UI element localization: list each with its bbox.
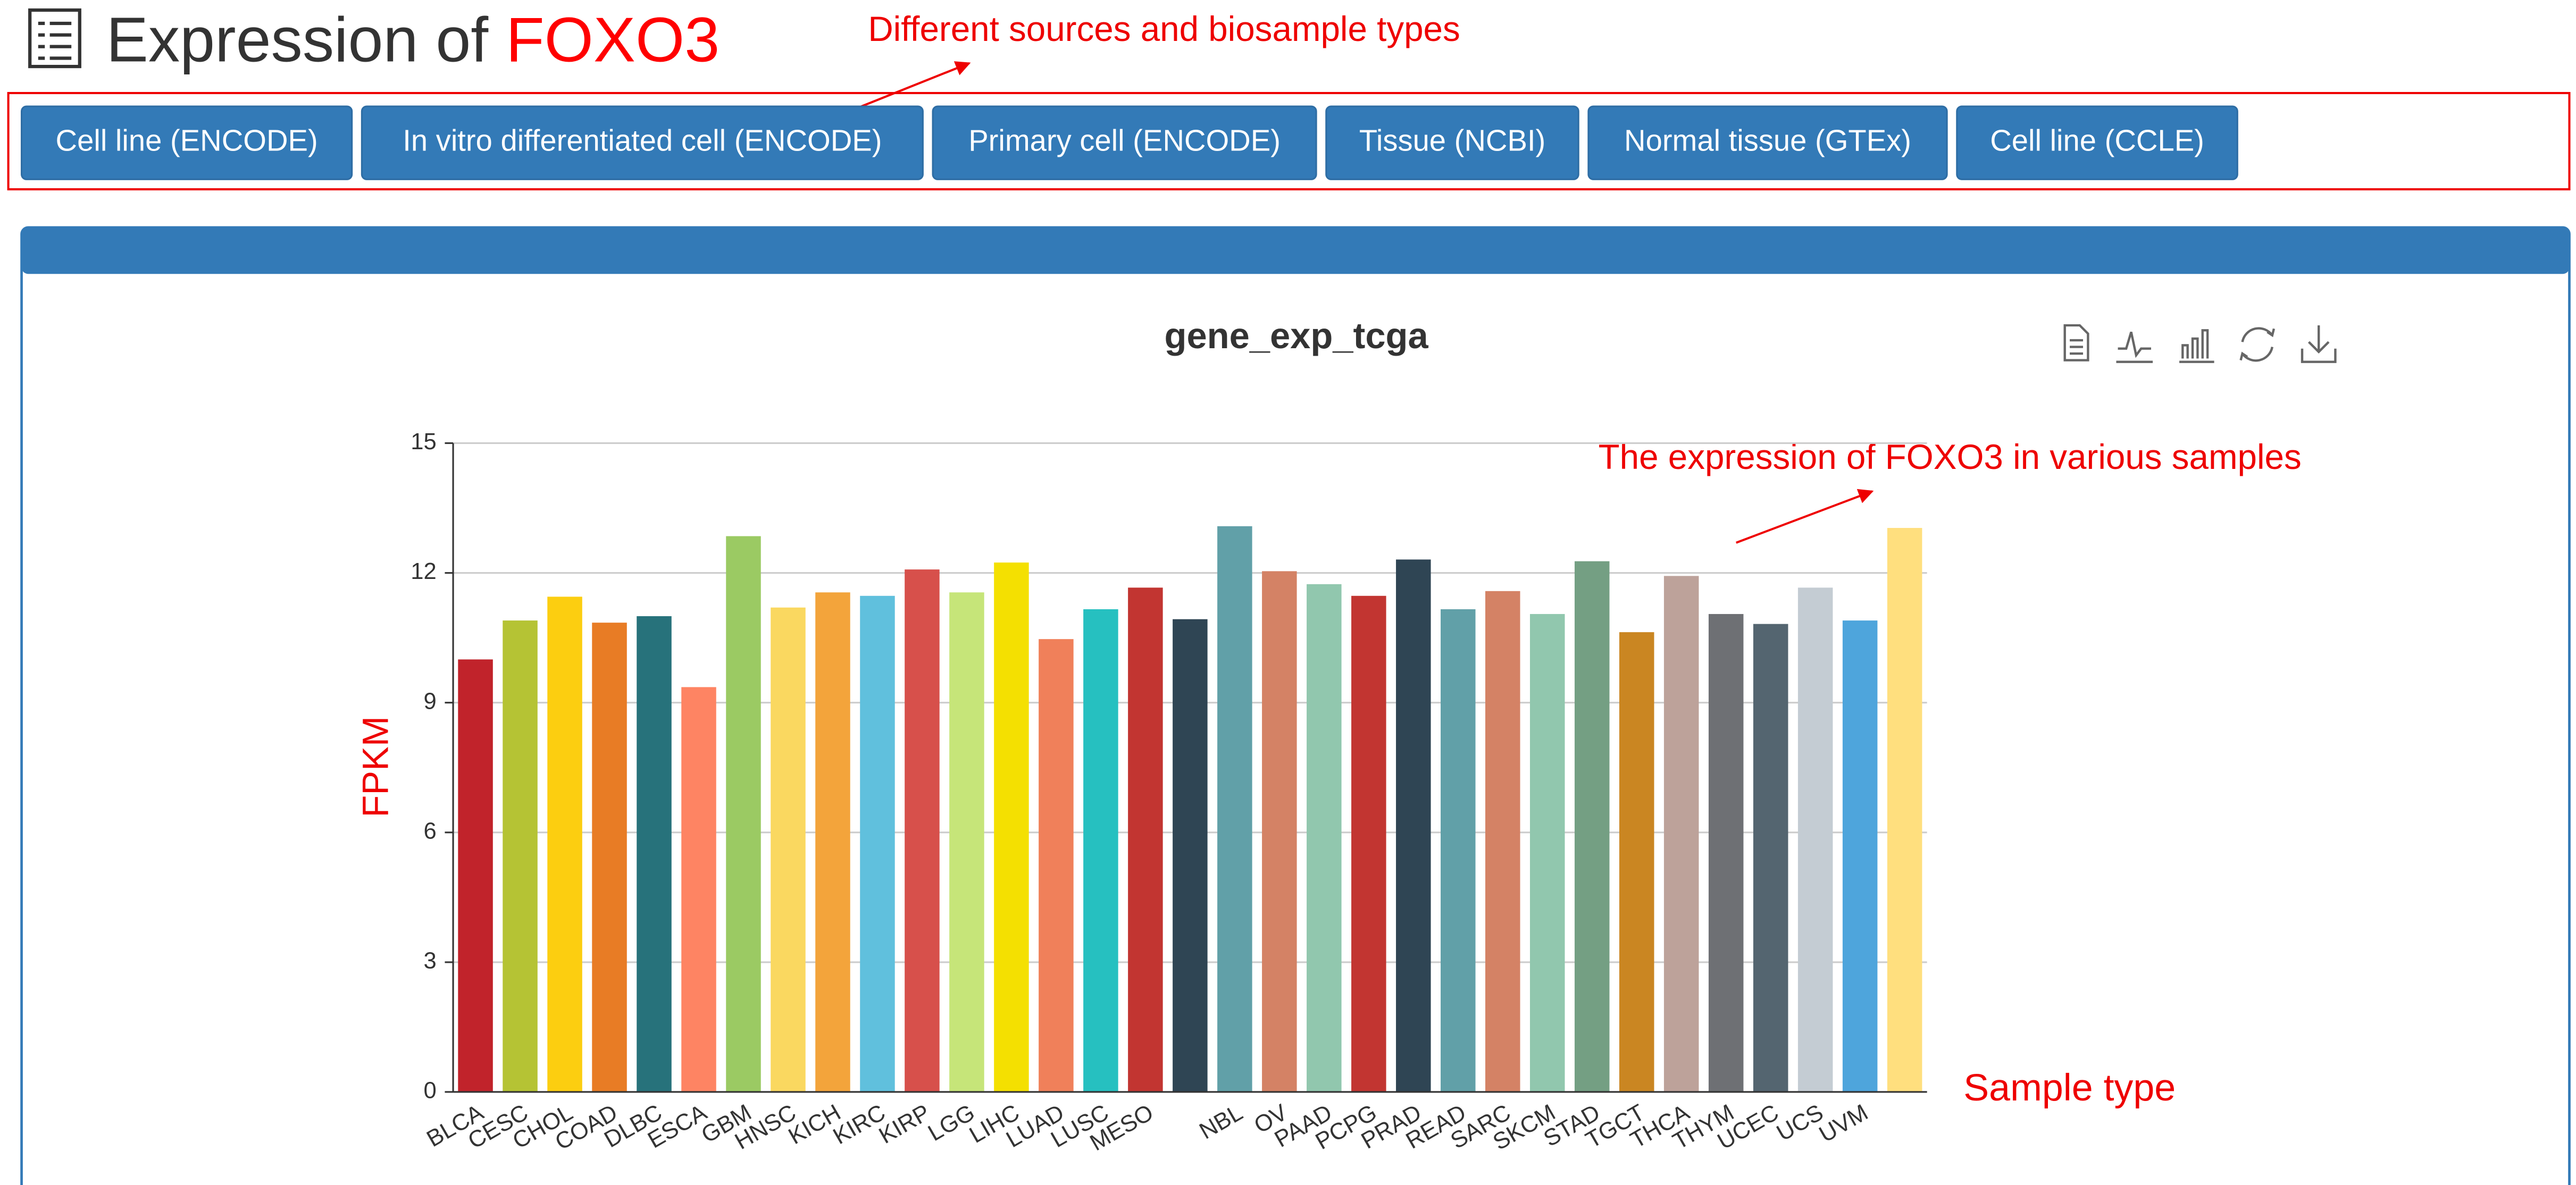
y-tick-label: 3 [424,947,437,973]
gene-name: FOXO3 [506,5,720,75]
y-tick-label: 9 [424,688,437,714]
plot: 03691215BLCACESCCHOLCOADDLBCESCAGBMHNSCK… [411,428,1927,1156]
annotation: The expression of FOXO3 in various sampl… [1599,438,2302,476]
button-label[interactable]: In vitro differentiated cell (ENCODE) [403,124,882,157]
bar [860,595,895,1092]
button-label[interactable]: Cell line (ENCODE) [56,124,318,157]
bar [681,687,716,1092]
bar [1217,526,1252,1092]
bar-icon[interactable] [2179,329,2214,363]
bar [503,620,538,1092]
bar [1173,619,1208,1092]
button-bg[interactable] [1325,105,1579,180]
bar [1351,595,1386,1092]
y-tick-label: 6 [424,818,437,844]
bar [994,562,1029,1092]
button-label[interactable]: Normal tissue (GTEx) [1624,124,1911,157]
tab-button[interactable]: Primary cell (ENCODE) [932,105,1317,180]
bar [1619,632,1654,1092]
bar [1083,609,1118,1092]
bar [1128,587,1163,1092]
chart-title: gene_exp_tcga [1165,315,1429,356]
bar [1797,587,1833,1092]
bar [1529,613,1565,1092]
bar [547,596,582,1092]
tab-button[interactable]: Cell line (CCLE) [1956,105,2238,180]
tab-button[interactable]: Normal tissue (GTEx) [1587,105,1948,180]
button-bg[interactable] [1956,105,2238,180]
page-title: Expression of FOXO3 [106,5,720,75]
button-bar: Cell line (ENCODE) In vitro differentiate… [21,105,2238,180]
button-label[interactable]: Primary cell (ENCODE) [968,124,1281,157]
button-label[interactable]: Cell line (CCLE) [1990,124,2204,157]
button-label[interactable]: Tissue (NCBI) [1359,124,1546,157]
y-tick-label: 12 [411,558,437,584]
bar [1753,624,1788,1092]
y-tick-label: 0 [424,1078,437,1104]
panel-header [21,227,2570,274]
x-axis-label: Sample type [1963,1066,2176,1109]
bar [1842,620,1878,1092]
tab-button[interactable]: In vitro differentiated cell (ENCODE) [361,105,924,180]
button-bg[interactable] [21,105,353,180]
button-bg[interactable] [361,105,924,180]
bar [1396,559,1431,1092]
arrow [1735,489,1874,544]
restore-icon[interactable] [2239,327,2276,362]
tab-button[interactable]: Tissue (NCBI) [1325,105,1579,180]
bar [815,592,850,1092]
annotation: Different sources and biosample types [868,10,1460,48]
bar [1441,609,1476,1092]
bar [726,536,761,1092]
line-icon[interactable] [2116,331,2153,363]
bar [637,616,672,1092]
bar [949,592,984,1092]
button-bg[interactable] [932,105,1317,180]
save-icon[interactable] [2301,325,2337,363]
data-view-icon[interactable] [2063,324,2089,362]
y-axis-label: FPKM [355,716,396,818]
title-text: Expression of [106,5,489,75]
bar [1887,528,1922,1092]
tab-button[interactable]: Cell line (ENCODE) [21,105,353,180]
bar [592,623,627,1092]
bar [1574,561,1610,1092]
bar [1485,591,1520,1092]
bar [1708,613,1744,1092]
highlight-box [7,92,2571,191]
bar [1262,571,1297,1092]
bar [1663,576,1699,1092]
list-icon [28,8,81,69]
bar [1307,584,1342,1092]
toolbox[interactable] [2063,324,2337,363]
bar [458,659,493,1092]
bar [771,607,806,1092]
bar [1039,639,1074,1092]
bar [905,569,940,1092]
button-bg[interactable] [1587,105,1948,180]
y-tick-label: 15 [411,428,437,455]
